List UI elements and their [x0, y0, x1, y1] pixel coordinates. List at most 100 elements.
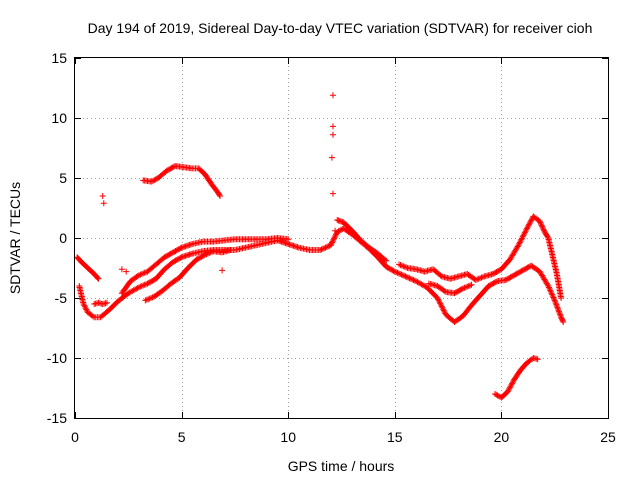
data-point-cluster	[537, 269, 551, 288]
data-point-cluster	[503, 272, 516, 283]
data-point-cluster	[511, 368, 523, 382]
data-point-cluster	[74, 255, 84, 265]
data-point-cluster	[367, 245, 380, 256]
data-point-cluster	[190, 238, 205, 247]
data-point-cluster	[427, 281, 440, 289]
data-point-cluster	[162, 250, 175, 260]
data-point-cluster	[96, 300, 105, 307]
data-point-cluster	[491, 266, 504, 277]
x-tick-label: 15	[387, 429, 403, 445]
data-point-cluster	[516, 226, 530, 247]
data-point-cluster	[209, 182, 220, 195]
data-point-cluster	[137, 281, 150, 290]
data-point-cluster	[531, 214, 542, 224]
data-point-cluster	[162, 260, 175, 272]
data-point-cluster	[107, 299, 120, 312]
data-point-cluster	[145, 262, 158, 274]
data-point-cluster	[194, 252, 207, 262]
data-point-cluster	[552, 298, 564, 319]
data-point-cluster	[452, 286, 465, 296]
data-point	[327, 241, 334, 247]
data-point-cluster	[393, 269, 408, 279]
data-point-cluster	[486, 278, 499, 289]
series-isolated	[99, 92, 339, 275]
data-point-cluster	[92, 271, 101, 281]
data-point-cluster	[448, 273, 461, 282]
data-point-cluster	[190, 165, 201, 172]
data-point-cluster	[384, 264, 397, 274]
data-point-cluster	[265, 235, 280, 243]
series-track-f	[334, 217, 390, 264]
data-point-cluster	[341, 220, 355, 233]
data-point-cluster	[549, 254, 560, 276]
data-point-cluster	[152, 288, 165, 299]
data-point-cluster	[98, 308, 111, 320]
data-point-cluster	[558, 315, 566, 324]
series-track-e	[140, 163, 223, 199]
data-point	[329, 92, 336, 99]
x-axis-label: GPS time / hours	[288, 458, 395, 474]
data-point-cluster	[244, 242, 258, 251]
data-point-cluster	[276, 235, 290, 243]
data-point-cluster	[537, 219, 547, 233]
data-point-cluster	[220, 247, 233, 255]
data-point-cluster	[512, 268, 525, 278]
data-point-cluster	[507, 243, 521, 262]
data-point-cluster	[126, 284, 141, 296]
data-point-cluster	[137, 269, 150, 278]
data-point-cluster	[128, 273, 141, 284]
data-point-cluster	[505, 377, 517, 394]
data-point-cluster	[499, 389, 510, 400]
y-tick-label: 10	[51, 110, 67, 126]
y-tick-label: 0	[59, 230, 67, 246]
data-point-cluster	[171, 245, 184, 255]
data-points	[74, 92, 567, 401]
data-point-cluster	[186, 257, 199, 270]
data-point-cluster	[435, 296, 449, 317]
x-tick-label: 25	[600, 429, 616, 445]
data-point	[329, 131, 336, 138]
chart-title: Day 194 of 2019, Sidereal Day-to-day VTE…	[88, 20, 593, 36]
data-point-cluster	[478, 284, 491, 298]
data-point-cluster	[286, 241, 301, 251]
data-point-cluster	[86, 310, 96, 320]
data-point-cluster	[81, 302, 91, 314]
data-point	[219, 267, 226, 274]
data-point-cluster	[92, 314, 102, 321]
data-point-cluster	[179, 251, 194, 260]
data-point-cluster	[358, 238, 371, 250]
data-point-cluster	[76, 284, 87, 306]
data-point-cluster	[431, 267, 444, 279]
data-point-cluster	[233, 244, 248, 253]
data-point	[396, 261, 403, 268]
data-point-cluster	[297, 244, 311, 253]
data-point	[492, 391, 499, 397]
data-point-cluster	[554, 272, 564, 300]
data-point	[142, 297, 149, 304]
data-point-cluster	[545, 236, 556, 258]
data-point-cluster	[169, 275, 182, 286]
data-point-cluster	[202, 172, 214, 186]
data-point-cluster	[143, 294, 156, 303]
data-point-cluster	[115, 291, 131, 304]
data-point-cluster	[160, 281, 173, 293]
data-point-cluster	[375, 255, 389, 269]
data-point-cluster	[403, 274, 418, 284]
data-point-cluster	[156, 168, 169, 180]
y-axis-label: SDTVAR / TECUs	[7, 182, 23, 294]
data-point-cluster	[318, 242, 333, 253]
plot-frame	[74, 57, 609, 419]
data-point	[551, 297, 558, 304]
data-point-cluster	[525, 355, 536, 365]
series-track-h	[425, 280, 475, 297]
data-point-cluster	[474, 274, 486, 283]
x-tick-label: 0	[71, 429, 79, 445]
data-point-cluster	[335, 217, 346, 225]
data-point-cluster	[341, 226, 354, 237]
data-point	[329, 123, 336, 130]
data-point-cluster	[177, 266, 191, 280]
y-tick-label: -15	[47, 410, 67, 426]
data-point-cluster	[153, 267, 167, 281]
data-point-cluster	[141, 177, 154, 185]
data-point-cluster	[119, 279, 133, 295]
